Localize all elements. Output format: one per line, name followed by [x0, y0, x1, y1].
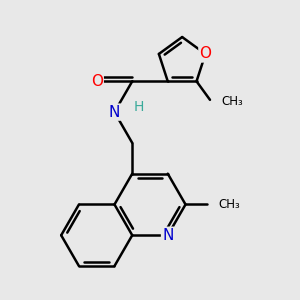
Text: O: O: [200, 46, 211, 62]
Text: CH₃: CH₃: [221, 95, 243, 108]
Text: H: H: [134, 100, 144, 114]
Text: N: N: [162, 228, 173, 243]
Text: N: N: [109, 105, 120, 120]
Text: CH₃: CH₃: [218, 198, 240, 211]
Text: O: O: [91, 74, 103, 89]
